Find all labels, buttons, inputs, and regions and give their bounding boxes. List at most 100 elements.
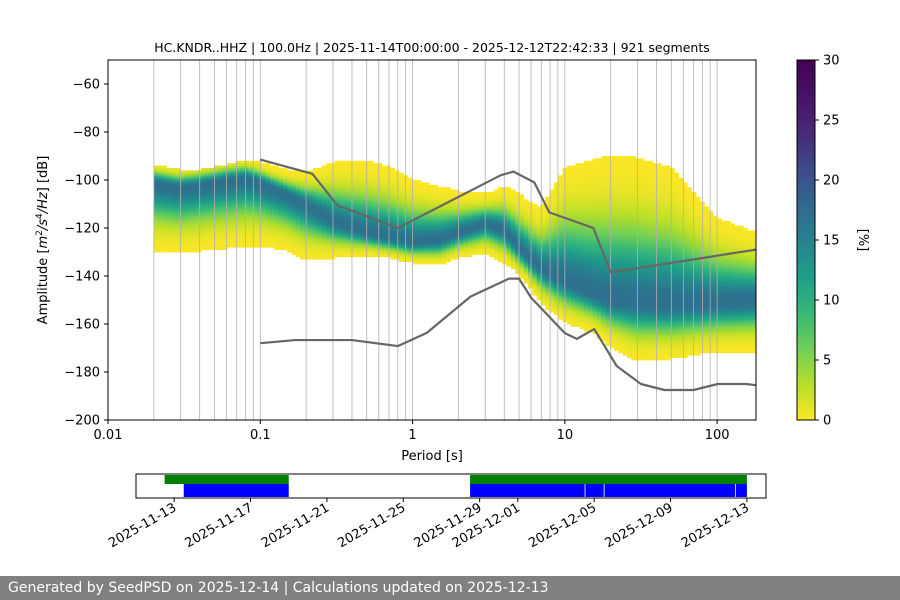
- heatmap-cell: [265, 206, 271, 210]
- heatmap-cell: [631, 158, 636, 162]
- heatmap-cell: [295, 177, 301, 181]
- heatmap-cell: [626, 168, 632, 171]
- heatmap-cell: [295, 196, 301, 200]
- heatmap-cell: [459, 201, 464, 205]
- heatmap-cell: [321, 208, 327, 212]
- heatmap-cell: [420, 237, 426, 241]
- heatmap-cell: [558, 220, 563, 224]
- heatmap-cell: [411, 206, 417, 210]
- heatmap-cell: [183, 216, 189, 219]
- heatmap-cell: [485, 206, 490, 210]
- heatmap-cell: [540, 302, 546, 306]
- heatmap-cell: [201, 247, 206, 250]
- heatmap-cell: [609, 333, 615, 337]
- heatmap-cell: [269, 201, 275, 205]
- heatmap-cell: [411, 240, 417, 243]
- heatmap-cell: [429, 201, 434, 205]
- heatmap-cell: [261, 170, 267, 174]
- heatmap-cell: [373, 196, 378, 200]
- heatmap-cell: [614, 216, 619, 219]
- heatmap-cell: [510, 256, 516, 260]
- heatmap-cell: [523, 242, 529, 246]
- heatmap-cell: [545, 201, 550, 205]
- heatmap-cell: [196, 201, 202, 205]
- heatmap-cell: [454, 230, 460, 234]
- heatmap-cell: [209, 228, 215, 231]
- heatmap-cell: [287, 172, 292, 176]
- heatmap-cell: [601, 235, 606, 238]
- heatmap-cell: [291, 216, 297, 219]
- heatmap-cell: [579, 244, 585, 248]
- heatmap-cell: [450, 206, 456, 210]
- heatmap-cell: [381, 218, 387, 222]
- heatmap-cell: [626, 304, 632, 308]
- heatmap-cell: [295, 204, 301, 207]
- heatmap-cell: [261, 182, 267, 186]
- heatmap-cell: [644, 237, 649, 241]
- heatmap-cell: [626, 199, 632, 202]
- heatmap-cell: [325, 247, 331, 250]
- heatmap-cell: [485, 232, 490, 236]
- heatmap-cell: [291, 213, 297, 217]
- heatmap-cell: [579, 240, 585, 243]
- heatmap-cell: [480, 235, 486, 238]
- heatmap-cell: [553, 288, 559, 291]
- heatmap-cell: [463, 237, 469, 241]
- heatmap-cell: [175, 177, 181, 181]
- heatmap-cell: [317, 254, 322, 258]
- heatmap-cell: [446, 237, 452, 241]
- heatmap-cell: [622, 160, 628, 164]
- heatmap-cell: [566, 220, 572, 224]
- heatmap-cell: [459, 223, 464, 226]
- heatmap-cell: [644, 187, 649, 190]
- heatmap-cell: [261, 194, 267, 198]
- heatmap-cell: [626, 182, 632, 186]
- heatmap-cell: [635, 297, 641, 301]
- heatmap-cell: [218, 220, 224, 224]
- heatmap-cell: [553, 271, 559, 274]
- heatmap-cell: [162, 177, 168, 181]
- heatmap-cell: [618, 168, 624, 171]
- heatmap-cell: [433, 240, 439, 243]
- heatmap-cell: [639, 211, 645, 214]
- heatmap-cell: [493, 194, 499, 198]
- heatmap-cell: [373, 211, 378, 214]
- heatmap-cell: [648, 211, 654, 214]
- heatmap-cell: [609, 160, 615, 164]
- heatmap-cell: [609, 302, 615, 306]
- heatmap-cell: [648, 192, 654, 195]
- heatmap-cell: [442, 232, 447, 236]
- heatmap-cell: [566, 244, 572, 248]
- heatmap-cell: [588, 271, 593, 274]
- heatmap-cell: [304, 220, 310, 224]
- heatmap-cell: [235, 216, 241, 219]
- heatmap-cell: [571, 261, 576, 265]
- heatmap-cell: [188, 192, 193, 195]
- heatmap-cell: [592, 307, 598, 310]
- heatmap-cell: [355, 208, 361, 212]
- heatmap-cell: [304, 211, 310, 214]
- heatmap-cell: [239, 170, 245, 174]
- heatmap-cell: [639, 333, 645, 337]
- heatmap-cell: [222, 204, 228, 207]
- heatmap-cell: [424, 256, 430, 260]
- heatmap-cell: [605, 259, 611, 262]
- heatmap-cell: [158, 172, 163, 176]
- heatmap-cell: [338, 240, 344, 243]
- heatmap-cell: [248, 225, 254, 229]
- heatmap-cell: [381, 189, 387, 193]
- heatmap-cell: [183, 182, 189, 186]
- heatmap-cell: [424, 254, 430, 258]
- heatmap-cell: [626, 175, 632, 178]
- heatmap-cell: [312, 242, 318, 246]
- heatmap-cell: [252, 208, 258, 212]
- heatmap-cell: [540, 223, 546, 226]
- heatmap-cell: [183, 204, 189, 207]
- heatmap-cell: [558, 192, 563, 195]
- heatmap-cell: [583, 177, 589, 181]
- heatmap-cell: [244, 177, 249, 181]
- heatmap-cell: [592, 319, 598, 322]
- heatmap-cell: [519, 252, 525, 255]
- heatmap-cell: [411, 247, 417, 250]
- heatmap-cell: [519, 261, 525, 265]
